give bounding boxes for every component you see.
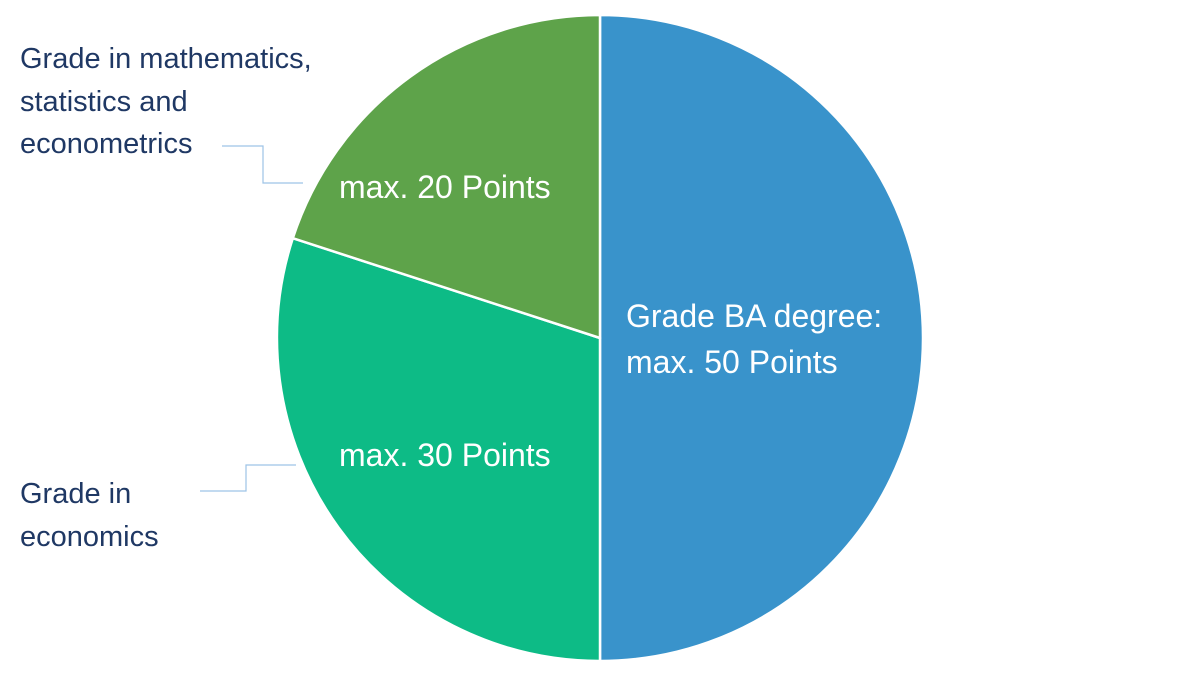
pie-slices bbox=[275, 13, 925, 663]
leader-line-economics bbox=[200, 464, 296, 492]
pie-slice-economics bbox=[275, 236, 602, 663]
slice-label-economics: max. 30 Points bbox=[339, 432, 551, 478]
slice-label-ba-degree-line-2: max. 50 Points bbox=[626, 344, 838, 381]
callout-economics: Grade in economics bbox=[20, 473, 159, 558]
callout-mathematics: Grade in mathematics, statistics and eco… bbox=[20, 38, 312, 166]
slice-label-ba-degree: Grade BA degree: max. 50 Points bbox=[626, 293, 882, 385]
slice-label-economics-line-1: max. 30 Points bbox=[339, 437, 551, 473]
leader-lines bbox=[200, 145, 303, 492]
callout-mathematics-line-1: Grade in mathematics, bbox=[20, 43, 312, 75]
callout-economics-line-2: economics bbox=[20, 520, 159, 553]
pie-slice-mathematics bbox=[291, 13, 602, 340]
leader-line-mathematics bbox=[222, 145, 303, 184]
callout-mathematics-line-3: econometrics bbox=[20, 128, 193, 161]
callout-mathematics-line-2: statistics and bbox=[20, 85, 188, 118]
slice-label-mathematics: max. 20 Points bbox=[339, 164, 551, 210]
pie-slice-ba-degree bbox=[598, 13, 925, 663]
slice-label-mathematics-line-1: max. 20 Points bbox=[339, 169, 551, 205]
callout-economics-line-1: Grade in bbox=[20, 478, 132, 510]
slice-label-ba-degree-line-1: Grade BA degree: bbox=[626, 298, 883, 334]
